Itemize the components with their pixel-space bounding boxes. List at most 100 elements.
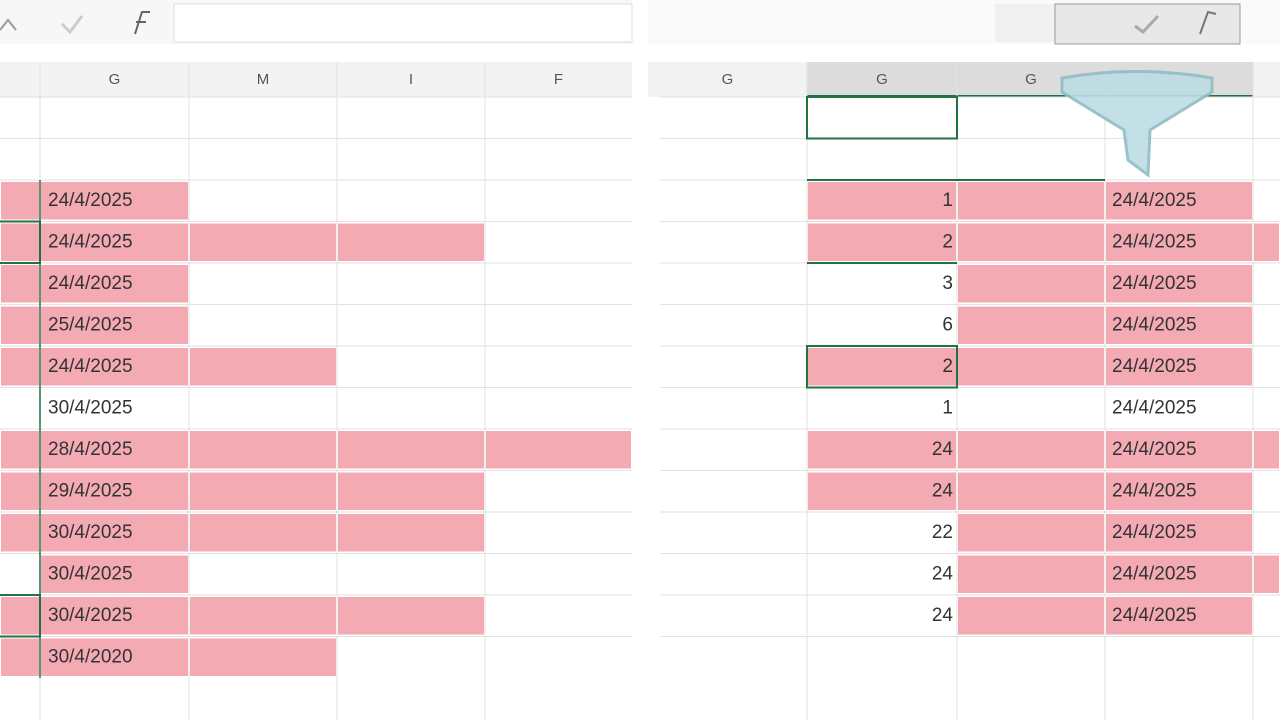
highlighted-cell: [1106, 182, 1252, 220]
highlighted-cell: [958, 431, 1104, 469]
cell-date: 24/4/2025: [48, 190, 133, 211]
fx-icon[interactable]: [1199, 10, 1217, 35]
cell-date: 24/4/2025: [1112, 314, 1197, 335]
cell-number: 24: [932, 439, 954, 460]
highlighted-cell: [808, 472, 956, 510]
highlighted-cell: [190, 638, 336, 676]
highlighted-cell: [338, 597, 484, 635]
active-cell: [806, 96, 958, 140]
highlighted-cell: [190, 223, 336, 261]
cell-date: 24/4/2025: [1112, 439, 1197, 460]
cell-date: 30/4/2025: [48, 605, 133, 626]
highlighted-cell: [808, 431, 956, 469]
highlighted-cell: [41, 638, 188, 676]
highlighted-cell: [1, 182, 39, 220]
highlighted-cell: [338, 472, 484, 510]
column-header: F: [554, 71, 563, 88]
filter-icon[interactable]: [1060, 70, 1214, 178]
cell-date: 30/4/2020: [48, 646, 133, 667]
cell-number: 22: [932, 522, 953, 543]
highlighted-cell: [41, 265, 188, 303]
highlighted-cell: [1106, 597, 1252, 635]
highlighted-cell: [958, 182, 1104, 220]
cell-date: 24/4/2025: [1112, 563, 1197, 584]
highlighted-cell: [1, 306, 39, 344]
highlighted-cell: [1, 472, 39, 510]
cell-date: 24/4/2025: [48, 273, 133, 294]
highlighted-cell: [41, 223, 188, 261]
enter-icon[interactable]: [60, 15, 84, 35]
column-header: M: [257, 71, 270, 88]
highlighted-cell: [41, 306, 188, 344]
highlighted-cell: [1106, 431, 1252, 469]
highlighted-cell: [1, 265, 39, 303]
cell-number: 1: [942, 190, 953, 211]
highlighted-cell: [1, 597, 39, 635]
highlighted-cell: [338, 514, 484, 552]
highlighted-cell: [190, 431, 336, 469]
highlighted-cell: [1106, 472, 1252, 510]
highlighted-cell: [958, 555, 1104, 593]
toolbar-box: [995, 4, 1055, 42]
formula-input[interactable]: [173, 3, 633, 43]
cell-date: 28/4/2025: [48, 439, 133, 460]
column-header: G: [876, 71, 888, 88]
cell-number: 24: [932, 480, 954, 501]
highlighted-cell: [41, 472, 188, 510]
highlighted-cell: [41, 597, 188, 635]
cell-date: 24/4/2025: [1112, 231, 1197, 252]
column-header: G: [722, 71, 734, 88]
highlighted-cell: [1, 638, 39, 676]
column-header: I: [409, 71, 413, 88]
funnel[interactable]: [1060, 70, 1214, 178]
highlighted-cell: [958, 597, 1104, 635]
highlighted-cell: [41, 555, 188, 593]
cell-date: 24/4/2025: [1112, 397, 1197, 418]
cell-date: 24/4/2025: [1112, 480, 1197, 501]
highlighted-cell: [338, 431, 484, 469]
cell-number: 2: [942, 231, 953, 252]
highlighted-cell: [958, 514, 1104, 552]
highlighted-cell: [808, 223, 956, 261]
cell-date: 25/4/2025: [48, 314, 133, 335]
cell-date: 24/4/2025: [1112, 273, 1197, 294]
highlighted-cell: [958, 306, 1104, 344]
highlighted-cell: [808, 182, 956, 220]
highlighted-cell: [41, 182, 188, 220]
cells: G M I F 24/4/2025 24/4/2025 24/4/2025 25/4/2025…: [0, 62, 1280, 720]
highlighted-cell: [1106, 514, 1252, 552]
cell-date: 24/4/2025: [1112, 356, 1197, 377]
cell-number: 1: [942, 397, 953, 418]
cell-date: 24/4/2025: [1112, 605, 1197, 626]
collapse-icon[interactable]: [0, 18, 17, 31]
cell-border: [806, 345, 958, 389]
cell-date: 24/4/2025: [1112, 190, 1197, 211]
highlighted-cell: [958, 223, 1104, 261]
highlighted-cell: [338, 223, 484, 261]
cell-number: 6: [942, 314, 953, 335]
highlighted-cell: [1106, 348, 1252, 386]
cell-number: 2: [942, 356, 953, 377]
highlighted-cell: [190, 348, 336, 386]
enter-icon[interactable]: [1134, 14, 1160, 35]
highlighted-cell: [486, 431, 631, 469]
highlighted-cell: [1, 514, 39, 552]
column-header: G: [109, 71, 121, 88]
highlighted-cell: [41, 514, 188, 552]
cell-number: 24: [932, 563, 954, 584]
highlighted-cell: [958, 472, 1104, 510]
column-header-bar: [0, 62, 632, 97]
highlighted-cell: [1, 348, 39, 386]
highlighted-cell: [958, 348, 1104, 386]
cell-date: 30/4/2025: [48, 563, 133, 584]
cell-date: 24/4/2025: [48, 231, 133, 252]
cell-date: 24/4/2025: [48, 356, 133, 377]
fx-icon[interactable]: [134, 11, 150, 35]
highlighted-cell: [1106, 555, 1252, 593]
highlighted-cell: [190, 514, 336, 552]
highlighted-cell: [1106, 223, 1252, 261]
cell-number: 3: [942, 273, 953, 294]
highlighted-cell: [1, 223, 39, 261]
highlighted-cell: [1, 431, 39, 469]
